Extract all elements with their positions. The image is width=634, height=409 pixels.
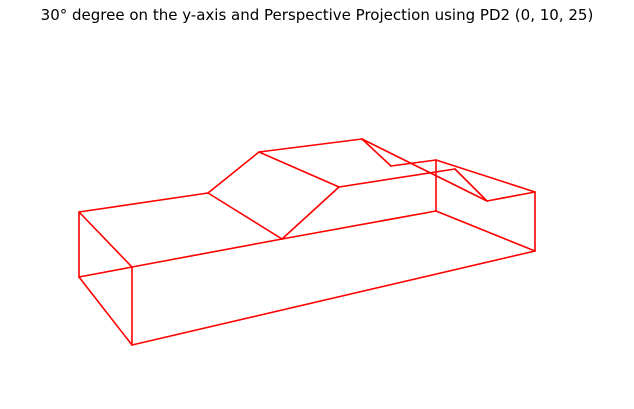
wireframe-edge-17 (281, 186, 340, 240)
wireframe-edge-11 (78, 192, 209, 213)
wireframe-edge-21 (361, 138, 488, 202)
chart-title: 30° degree on the y-axis and Perspective… (40, 6, 594, 24)
wireframe-edge-22 (338, 168, 456, 188)
wireframe-edge-20 (390, 159, 437, 167)
wireframe-edge-18 (258, 138, 363, 153)
wireframe-edge-12 (207, 192, 283, 240)
wireframe-edge-15 (207, 151, 260, 194)
wireframe-edge-7 (435, 210, 536, 252)
wireframe-edge-16 (258, 151, 340, 188)
wireframe-edge-10 (486, 191, 536, 202)
wireframe-edge-2 (78, 266, 133, 278)
wireframe-edge-3 (78, 276, 133, 346)
wireframe-edge-19 (361, 138, 392, 167)
wireframe-edge-14 (281, 210, 437, 240)
wireframe-edge-5 (131, 250, 536, 346)
wireframe-edges (78, 138, 536, 346)
wireframe-edge-23 (454, 168, 488, 202)
wireframe-edge-13 (131, 238, 283, 268)
wireframe-edge-9 (435, 159, 536, 193)
wireframe-edge-1 (78, 211, 133, 268)
